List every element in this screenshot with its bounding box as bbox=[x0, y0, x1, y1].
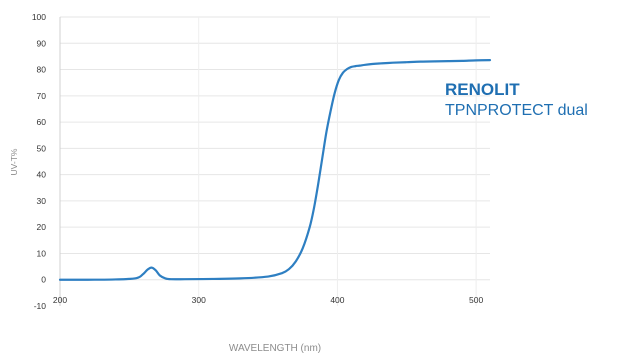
y-tick-label: 70 bbox=[37, 91, 47, 101]
series-layer bbox=[58, 58, 492, 281]
y-tick-label: 0 bbox=[41, 275, 46, 285]
grid-lines bbox=[59, 16, 490, 306]
y-tick-label: -10 bbox=[34, 301, 47, 311]
y-axis-title: UV-T% bbox=[9, 148, 19, 175]
series-label-title: RENOLIT bbox=[445, 80, 520, 99]
y-tick-label: 90 bbox=[37, 38, 47, 48]
x-axis-title: WAVELENGTH (nm) bbox=[229, 343, 321, 354]
y-tick-label: 20 bbox=[37, 222, 47, 232]
y-tick-label: 60 bbox=[37, 117, 47, 127]
series-line bbox=[58, 58, 492, 281]
x-tick-label: 300 bbox=[192, 295, 206, 305]
y-tick-label: 10 bbox=[37, 248, 47, 258]
y-tick-label: 30 bbox=[37, 196, 47, 206]
y-tick-label: 100 bbox=[32, 12, 46, 22]
y-tick-label: 80 bbox=[37, 65, 47, 75]
series-label-subtitle: TPNPROTECT dual bbox=[445, 102, 588, 119]
y-tick-label: 50 bbox=[37, 143, 47, 153]
y-tick-label: 40 bbox=[37, 170, 47, 180]
x-tick-label: 500 bbox=[469, 295, 483, 305]
x-tick-label: 200 bbox=[53, 295, 67, 305]
x-tick-label: 400 bbox=[330, 295, 344, 305]
